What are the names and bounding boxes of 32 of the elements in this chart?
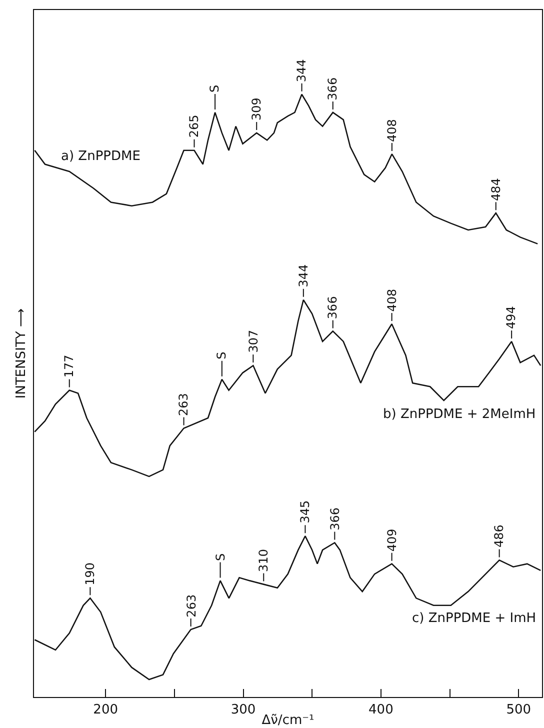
annotation: S xyxy=(208,84,222,92)
annotation: 307 xyxy=(246,330,261,353)
annotation: 345 xyxy=(298,500,312,524)
annotation: 309 xyxy=(250,98,264,121)
annotation: 190 xyxy=(83,562,97,586)
annotation: 366 xyxy=(325,77,340,100)
y-axis-title: INTENSITY ⟶ xyxy=(14,308,29,399)
annotation: 486 xyxy=(492,524,506,548)
series-label: b) ZnPPDME + 2MeImH xyxy=(383,407,536,422)
annotation: 265 xyxy=(186,114,201,138)
annotation: S xyxy=(214,352,229,360)
annotation: 344 xyxy=(296,264,311,288)
annotation: 344 xyxy=(294,59,308,82)
annotation: S xyxy=(214,553,228,561)
annotation: 263 xyxy=(176,393,191,416)
annotation: 177 xyxy=(62,354,76,378)
annotation: 310 xyxy=(256,549,270,572)
annotation: 408 xyxy=(384,288,399,312)
annotation: 494 xyxy=(504,306,518,330)
annotation: 366 xyxy=(326,296,340,320)
x-axis-title: Δν̃/cm⁻¹ xyxy=(262,713,314,728)
series-label: c) ZnPPDME + ImH xyxy=(412,611,536,626)
annotation: 409 xyxy=(384,528,399,552)
x-tick-label: 500 xyxy=(506,702,532,718)
x-tick-label: 300 xyxy=(230,702,256,718)
annotation: 484 xyxy=(488,178,503,201)
x-tick-label: 400 xyxy=(368,702,394,718)
x-tick-label: 200 xyxy=(93,702,118,718)
annotation: 263 xyxy=(184,594,198,618)
annotation: 408 xyxy=(384,119,399,142)
annotation: 366 xyxy=(328,507,342,530)
series-label: a) ZnPPDME xyxy=(61,149,140,164)
